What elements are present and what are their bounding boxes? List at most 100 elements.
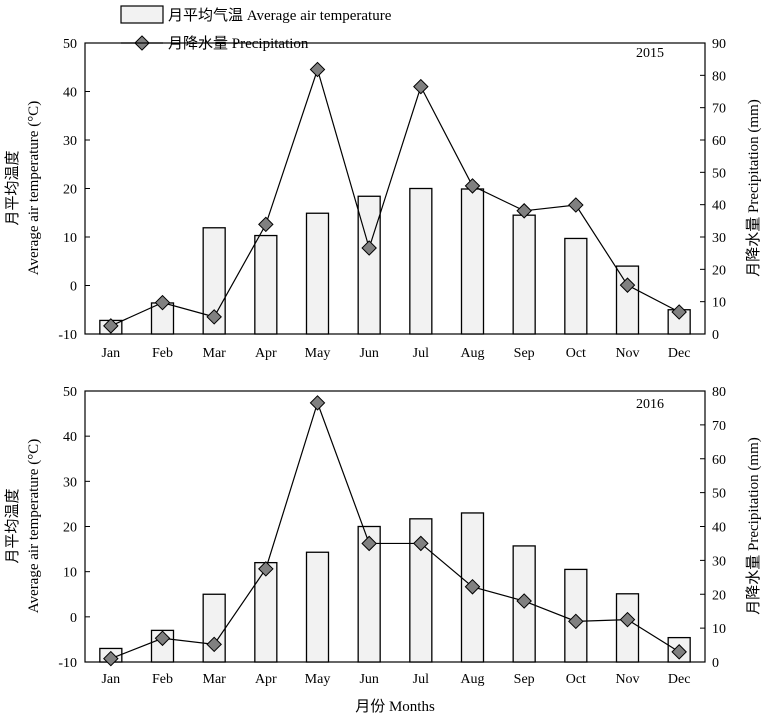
month-label-dec: Dec xyxy=(668,346,691,361)
temperature-bar-sep xyxy=(512,214,536,335)
precipitation-point-nov xyxy=(619,277,636,293)
precipitation-point-oct xyxy=(568,613,584,630)
right-tick-label: 0 xyxy=(712,656,719,671)
precipitation-line xyxy=(103,61,687,334)
right-tick-label: 50 xyxy=(712,166,726,181)
right-tick-label: 90 xyxy=(712,37,726,52)
precipitation-point-jul xyxy=(413,535,429,552)
left-tick-label: 20 xyxy=(63,183,77,198)
legend: 月平均气温 Average air temperature 月降水量 Preci… xyxy=(120,5,392,52)
right-tick-label: 0 xyxy=(712,328,719,343)
temperature-bar-aug xyxy=(460,188,485,335)
month-label-jun: Jun xyxy=(359,672,378,687)
precipitation-point-oct xyxy=(568,197,584,213)
month-label-sep: Sep xyxy=(514,672,535,687)
month-label-oct: Oct xyxy=(566,346,586,361)
right-tick-label: 20 xyxy=(712,588,726,603)
temperature-bar-nov xyxy=(615,593,640,663)
precipitation-polyline xyxy=(110,67,680,327)
month-label-jun: Jun xyxy=(359,346,378,361)
month-labels: Jan Feb Mar Apr May Jun Jul Aug Sep Oct Nov Dec xyxy=(101,346,690,361)
precipitation-point-dec xyxy=(671,644,687,660)
precipitation-point-feb xyxy=(154,630,171,647)
precipitation-point-mar xyxy=(206,309,222,325)
month-label-nov: Nov xyxy=(615,672,639,687)
temperature-bar-apr xyxy=(254,234,278,335)
month-label-jul: Jul xyxy=(413,672,429,687)
right-axis-ticks: 80 70 60 50 40 30 20 10 0 xyxy=(700,385,726,671)
month-label-mar: Mar xyxy=(203,346,227,361)
left-tick-label: 10 xyxy=(63,231,77,246)
month-label-feb: Feb xyxy=(152,346,173,361)
right-tick-label: 80 xyxy=(712,69,726,84)
temperature-bar-jul xyxy=(409,518,433,663)
right-tick-label: 80 xyxy=(712,385,726,400)
month-label-apr: Apr xyxy=(255,672,277,687)
right-tick-label: 10 xyxy=(712,622,726,637)
month-label-may: May xyxy=(305,672,331,687)
chart-panel-2015: 50 40 30 20 10 0 -10 90 80 70 60 50 40 30 20 10 0 Jan Fe… xyxy=(4,37,762,361)
precipitation-point-aug xyxy=(464,178,481,194)
precipitation-point-jun xyxy=(361,240,377,256)
temperature-bar-jun xyxy=(357,195,381,335)
month-label-nov: Nov xyxy=(615,346,639,361)
temperature-bars xyxy=(99,187,691,335)
left-tick-label: 40 xyxy=(63,430,77,445)
month-label-may: May xyxy=(305,346,331,361)
precipitation-point-sep xyxy=(516,203,532,219)
month-label-feb: Feb xyxy=(152,672,173,687)
left-tick-label: 40 xyxy=(63,86,77,101)
precipitation-point-jul xyxy=(413,78,429,95)
left-axis-ticks: 50 40 30 20 10 0 -10 xyxy=(58,385,90,671)
right-tick-label: 40 xyxy=(712,521,726,536)
precipitation-point-jan xyxy=(103,650,119,667)
left-tick-label: -10 xyxy=(58,656,77,671)
temperature-bar-may xyxy=(305,551,330,663)
month-label-mar: Mar xyxy=(203,672,227,687)
plot-frame xyxy=(84,390,706,663)
right-tick-label: 20 xyxy=(712,263,726,278)
precipitation-point-jan xyxy=(103,318,119,334)
right-tick-label: 30 xyxy=(712,554,726,569)
left-axis-title-cn: 月平均温度 xyxy=(4,488,21,563)
left-tick-label: 20 xyxy=(63,521,77,536)
left-tick-label: 30 xyxy=(63,475,77,490)
temperature-bar-may xyxy=(305,212,330,335)
right-tick-label: 70 xyxy=(712,419,726,434)
precipitation-point-may xyxy=(309,395,326,411)
right-tick-label: 70 xyxy=(712,102,726,117)
temperature-bar-jul xyxy=(409,187,433,335)
precipitation-point-apr xyxy=(258,216,274,233)
precipitation-point-nov xyxy=(619,611,636,628)
left-tick-label: -10 xyxy=(58,328,77,343)
chart-panel-2016: 50 40 30 20 10 0 -10 80 70 60 50 40 30 20 10 0 Jan Feb M… xyxy=(4,385,762,687)
left-tick-label: 50 xyxy=(63,385,77,400)
month-label-aug: Aug xyxy=(460,672,484,687)
left-axis-title-en: Average air temperature (°C) xyxy=(26,101,42,275)
right-tick-label: 50 xyxy=(712,487,726,502)
left-tick-label: 0 xyxy=(70,280,77,295)
precipitation-point-apr xyxy=(258,561,274,577)
left-tick-label: 10 xyxy=(63,566,77,581)
precipitation-point-dec xyxy=(671,304,687,320)
legend-temperature-label: 月平均气温 Average air temperature xyxy=(168,7,392,24)
month-label-dec: Dec xyxy=(668,672,691,687)
temperature-bar-oct xyxy=(564,237,588,335)
right-tick-label: 60 xyxy=(712,134,726,149)
temperature-bar-jun xyxy=(357,525,381,663)
right-axis-ticks: 90 80 70 60 50 40 30 20 10 0 xyxy=(700,37,726,343)
month-label-sep: Sep xyxy=(514,346,535,361)
month-label-oct: Oct xyxy=(566,672,586,687)
right-axis-title: 月降水量 Precipitation (mm) xyxy=(745,99,762,276)
right-tick-label: 60 xyxy=(712,453,726,468)
month-label-aug: Aug xyxy=(460,346,484,361)
left-tick-label: 30 xyxy=(63,134,77,149)
precipitation-point-jun xyxy=(361,535,377,552)
precipitation-point-may xyxy=(309,61,326,78)
year-label: 2015 xyxy=(636,46,664,61)
right-tick-label: 10 xyxy=(712,296,726,311)
month-labels: Jan Feb Mar Apr May Jun Jul Aug Sep Oct Nov Dec xyxy=(101,672,690,687)
temperature-bar-apr xyxy=(254,561,278,663)
left-axis-title-cn: 月平均温度 xyxy=(4,150,21,225)
